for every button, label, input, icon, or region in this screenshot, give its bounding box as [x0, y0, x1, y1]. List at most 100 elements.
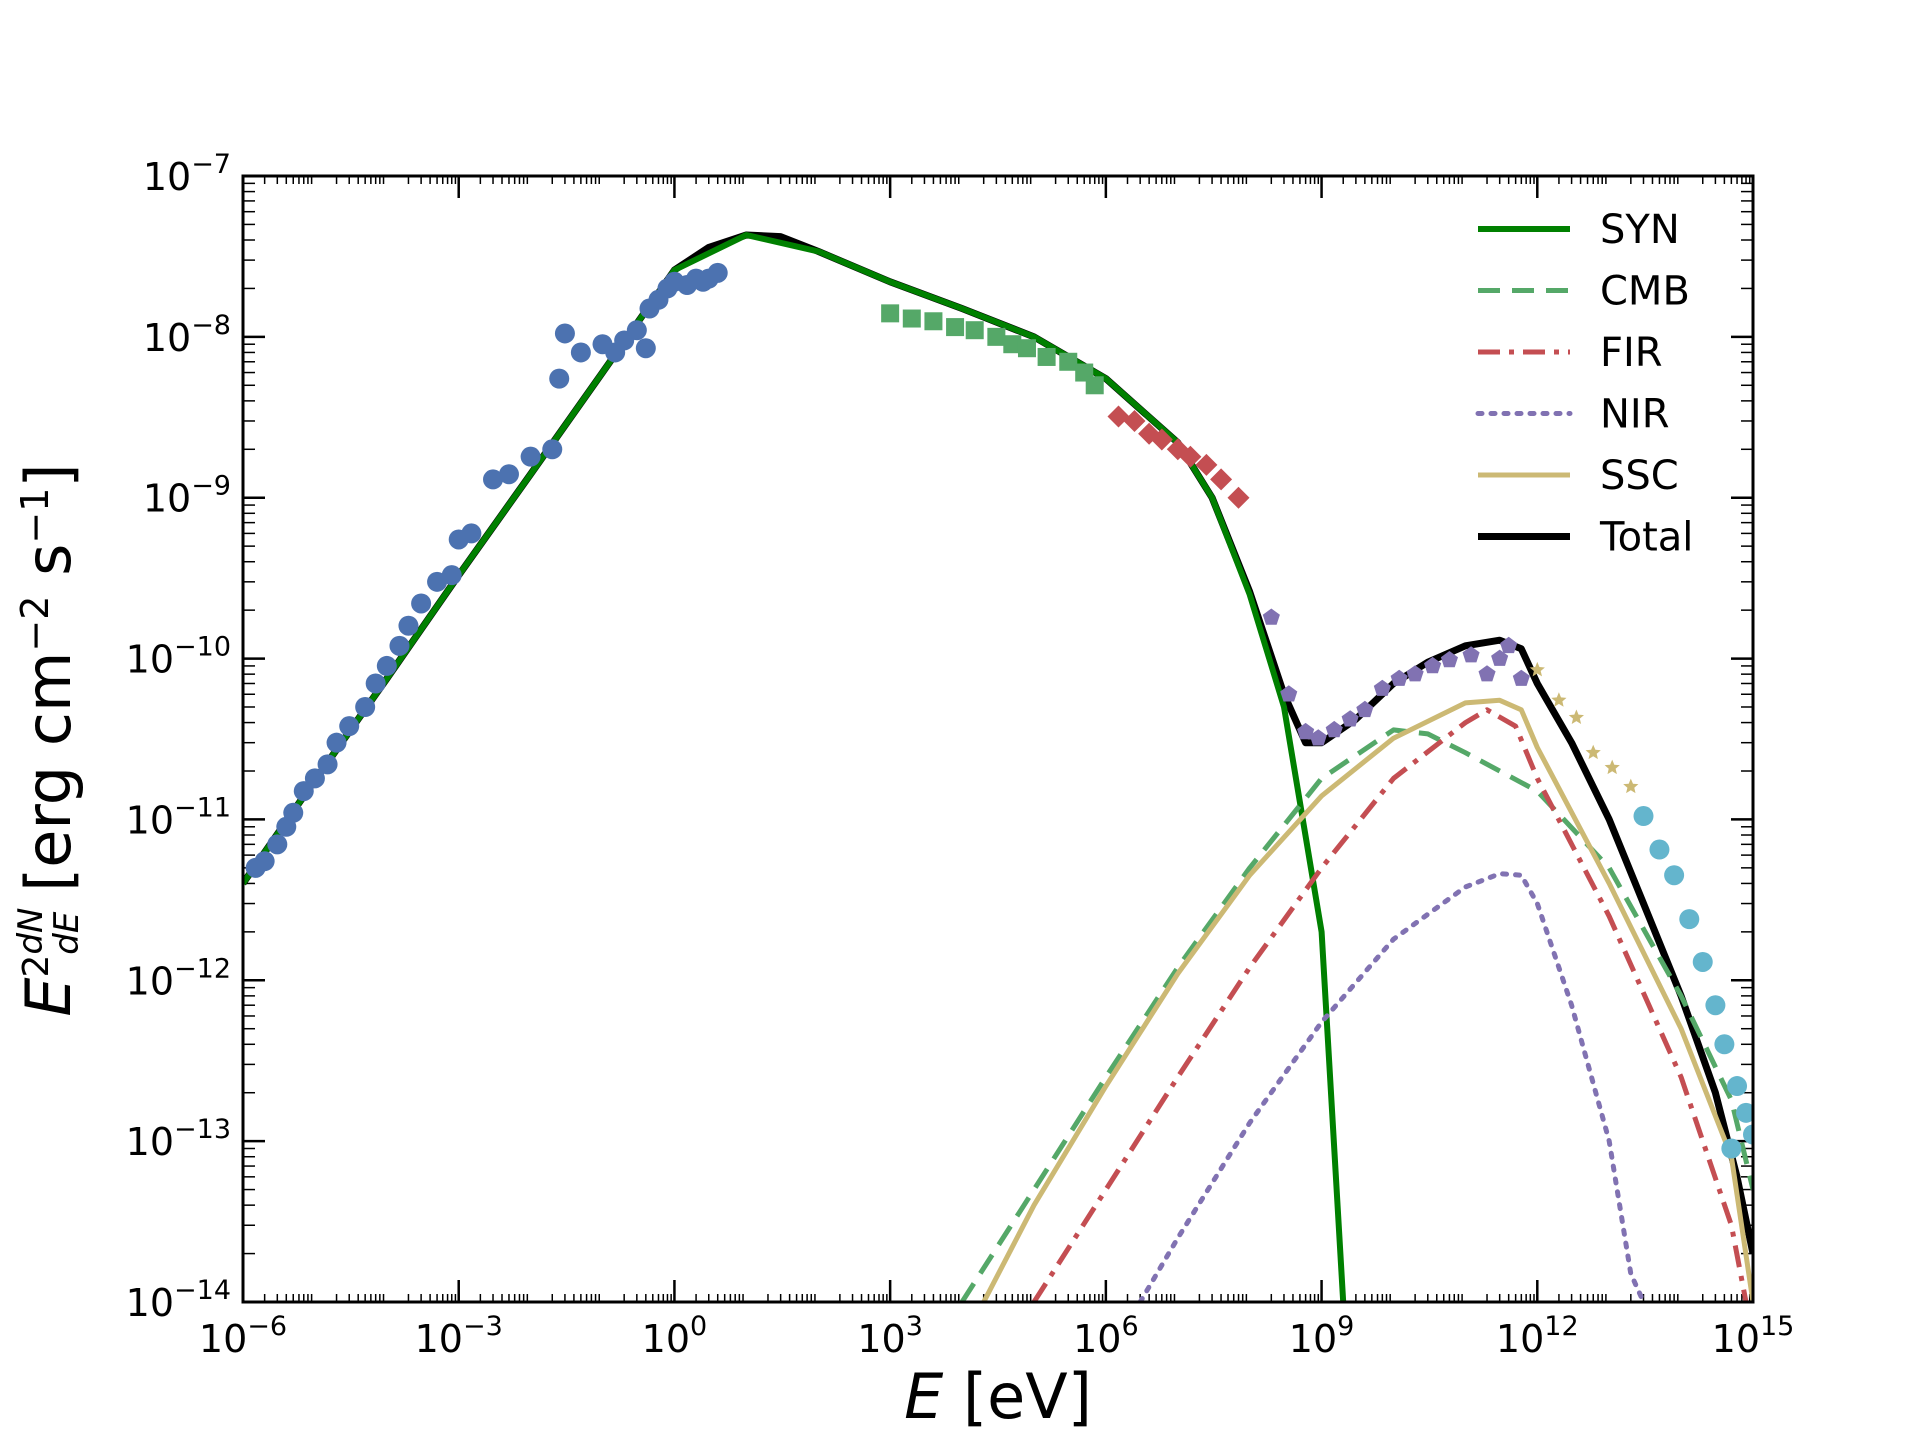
- data-point-x-ray: [1003, 335, 1022, 354]
- y-tick-label: 10−13: [126, 1114, 231, 1164]
- data-point-tev-lhaaso: [1679, 909, 1700, 930]
- x-tick-label: 106: [1073, 1311, 1139, 1361]
- data-point-x-ray: [924, 312, 943, 331]
- data-point-radio-to-xray: [411, 593, 432, 614]
- data-point-radio-to-xray: [707, 262, 728, 283]
- data-point-radio-to-xray: [570, 342, 591, 363]
- y-tick-label: 10−12: [126, 953, 231, 1003]
- plot-frame: [241, 174, 1755, 1304]
- svg-text:E2dN dE [erg cm−2 s−1]: E2dN dE [erg cm−2 s−1]: [11, 463, 87, 1016]
- data-point-radio-to-xray: [389, 635, 410, 656]
- x-tick-label: 10−6: [199, 1311, 287, 1361]
- data-point-gev: [1500, 636, 1518, 654]
- data-point-tev-hess: [1585, 744, 1601, 760]
- data-point-soft-gamma: [1210, 468, 1233, 491]
- data-point-tev-lhaaso: [1633, 806, 1654, 827]
- data-point-gev: [1462, 646, 1480, 663]
- data-point-tev-lhaaso: [1727, 1076, 1748, 1097]
- data-point-tev-lhaaso: [1692, 951, 1713, 972]
- data-point-radio-to-xray: [304, 768, 325, 789]
- model-curves: [243, 231, 1753, 1302]
- y-tick-label: 10−8: [143, 310, 231, 360]
- x-tick-label: 109: [1289, 1311, 1355, 1361]
- data-point-radio-to-xray: [461, 523, 482, 544]
- data-point-soft-gamma: [1227, 486, 1250, 509]
- data-point-radio-to-xray: [339, 716, 360, 737]
- data-point-radio-to-xray: [441, 565, 462, 586]
- x-tick-label: 103: [857, 1311, 923, 1361]
- data-point-radio-to-xray: [520, 446, 541, 467]
- data-point-x-ray: [1085, 376, 1104, 395]
- data-point-gev: [1280, 685, 1298, 702]
- y-tick-label: 10−14: [126, 1275, 231, 1325]
- data-point-gev: [1406, 665, 1424, 682]
- data-point-radio-to-xray: [483, 469, 504, 490]
- data-point-x-ray: [946, 318, 965, 337]
- data-point-radio-to-xray: [317, 754, 338, 775]
- y-tick-label: 10−7: [143, 149, 231, 199]
- data-point-x-ray: [1059, 352, 1078, 371]
- data-point-gev: [1512, 669, 1530, 686]
- data-point-gev: [1390, 669, 1408, 686]
- legend-label-syn: SYN: [1600, 207, 1680, 253]
- legend-label-ssc: SSC: [1600, 453, 1679, 499]
- data-point-x-ray: [987, 327, 1006, 346]
- curve-fir: [1031, 707, 1749, 1302]
- data-point-radio-to-xray: [554, 323, 575, 344]
- data-point-tev-hess: [1623, 778, 1639, 794]
- data-points: [245, 262, 1753, 1159]
- y-tick-label: 10−11: [126, 792, 231, 842]
- data-point-radio-to-xray: [376, 655, 397, 676]
- x-axis-title: E [eV]: [904, 1360, 1092, 1433]
- data-point-tev-hess: [1529, 661, 1545, 677]
- data-point-tev-lhaaso: [1649, 839, 1670, 860]
- curve-cmb: [959, 727, 1753, 1302]
- legend: SYN CMB FIR NIR SSC Total: [1475, 207, 1693, 561]
- data-point-gev: [1325, 720, 1343, 738]
- data-point-radio-to-xray: [267, 834, 288, 855]
- data-point-gev: [1297, 722, 1315, 740]
- data-point-soft-gamma: [1107, 405, 1130, 428]
- data-point-gev: [1373, 679, 1391, 696]
- data-point-radio-to-xray: [365, 673, 386, 694]
- data-point-radio-to-xray: [549, 368, 570, 389]
- legend-label-total: Total: [1599, 515, 1693, 561]
- curve-total: [243, 231, 1753, 1255]
- curve-syn: [243, 232, 1347, 1302]
- data-point-soft-gamma: [1123, 410, 1146, 432]
- y-tick-label: 10−9: [143, 471, 231, 521]
- data-point-x-ray: [902, 309, 921, 328]
- data-point-gev: [1262, 608, 1280, 625]
- data-point-gev: [1478, 665, 1496, 682]
- data-point-gev: [1491, 649, 1509, 666]
- data-point-soft-gamma: [1150, 428, 1173, 451]
- data-point-tev-lhaaso: [1714, 1034, 1735, 1055]
- data-point-tev-lhaaso: [1736, 1102, 1753, 1123]
- data-point-radio-to-xray: [355, 696, 376, 717]
- legend-label-cmb: CMB: [1600, 269, 1690, 315]
- data-point-tev-lhaaso: [1664, 865, 1685, 886]
- data-point-x-ray: [1017, 339, 1036, 358]
- y-tick-label: 10−10: [126, 632, 231, 682]
- data-point-gev: [1440, 651, 1458, 668]
- data-point-tev-hess: [1551, 692, 1567, 707]
- x-tick-label: 1012: [1496, 1311, 1579, 1361]
- data-point-soft-gamma: [1179, 445, 1202, 468]
- data-point-tev-lhaaso: [1743, 1124, 1753, 1145]
- data-point-x-ray: [965, 321, 984, 340]
- x-tick-label: 1015: [1712, 1311, 1795, 1361]
- data-point-radio-to-xray: [635, 338, 656, 359]
- x-tick-label: 100: [642, 1311, 708, 1361]
- data-point-radio-to-xray: [626, 320, 647, 341]
- data-point-tev-lhaaso: [1721, 1138, 1742, 1159]
- data-point-tev-lhaaso: [1705, 995, 1726, 1016]
- data-point-radio-to-xray: [542, 439, 563, 460]
- curve-ssc: [981, 697, 1753, 1302]
- data-point-radio-to-xray: [283, 802, 304, 823]
- data-point-x-ray: [881, 304, 900, 323]
- legend-label-fir: FIR: [1600, 330, 1663, 376]
- data-point-tev-hess: [1568, 709, 1584, 724]
- data-point-radio-to-xray: [254, 851, 275, 872]
- data-point-gev: [1356, 700, 1374, 718]
